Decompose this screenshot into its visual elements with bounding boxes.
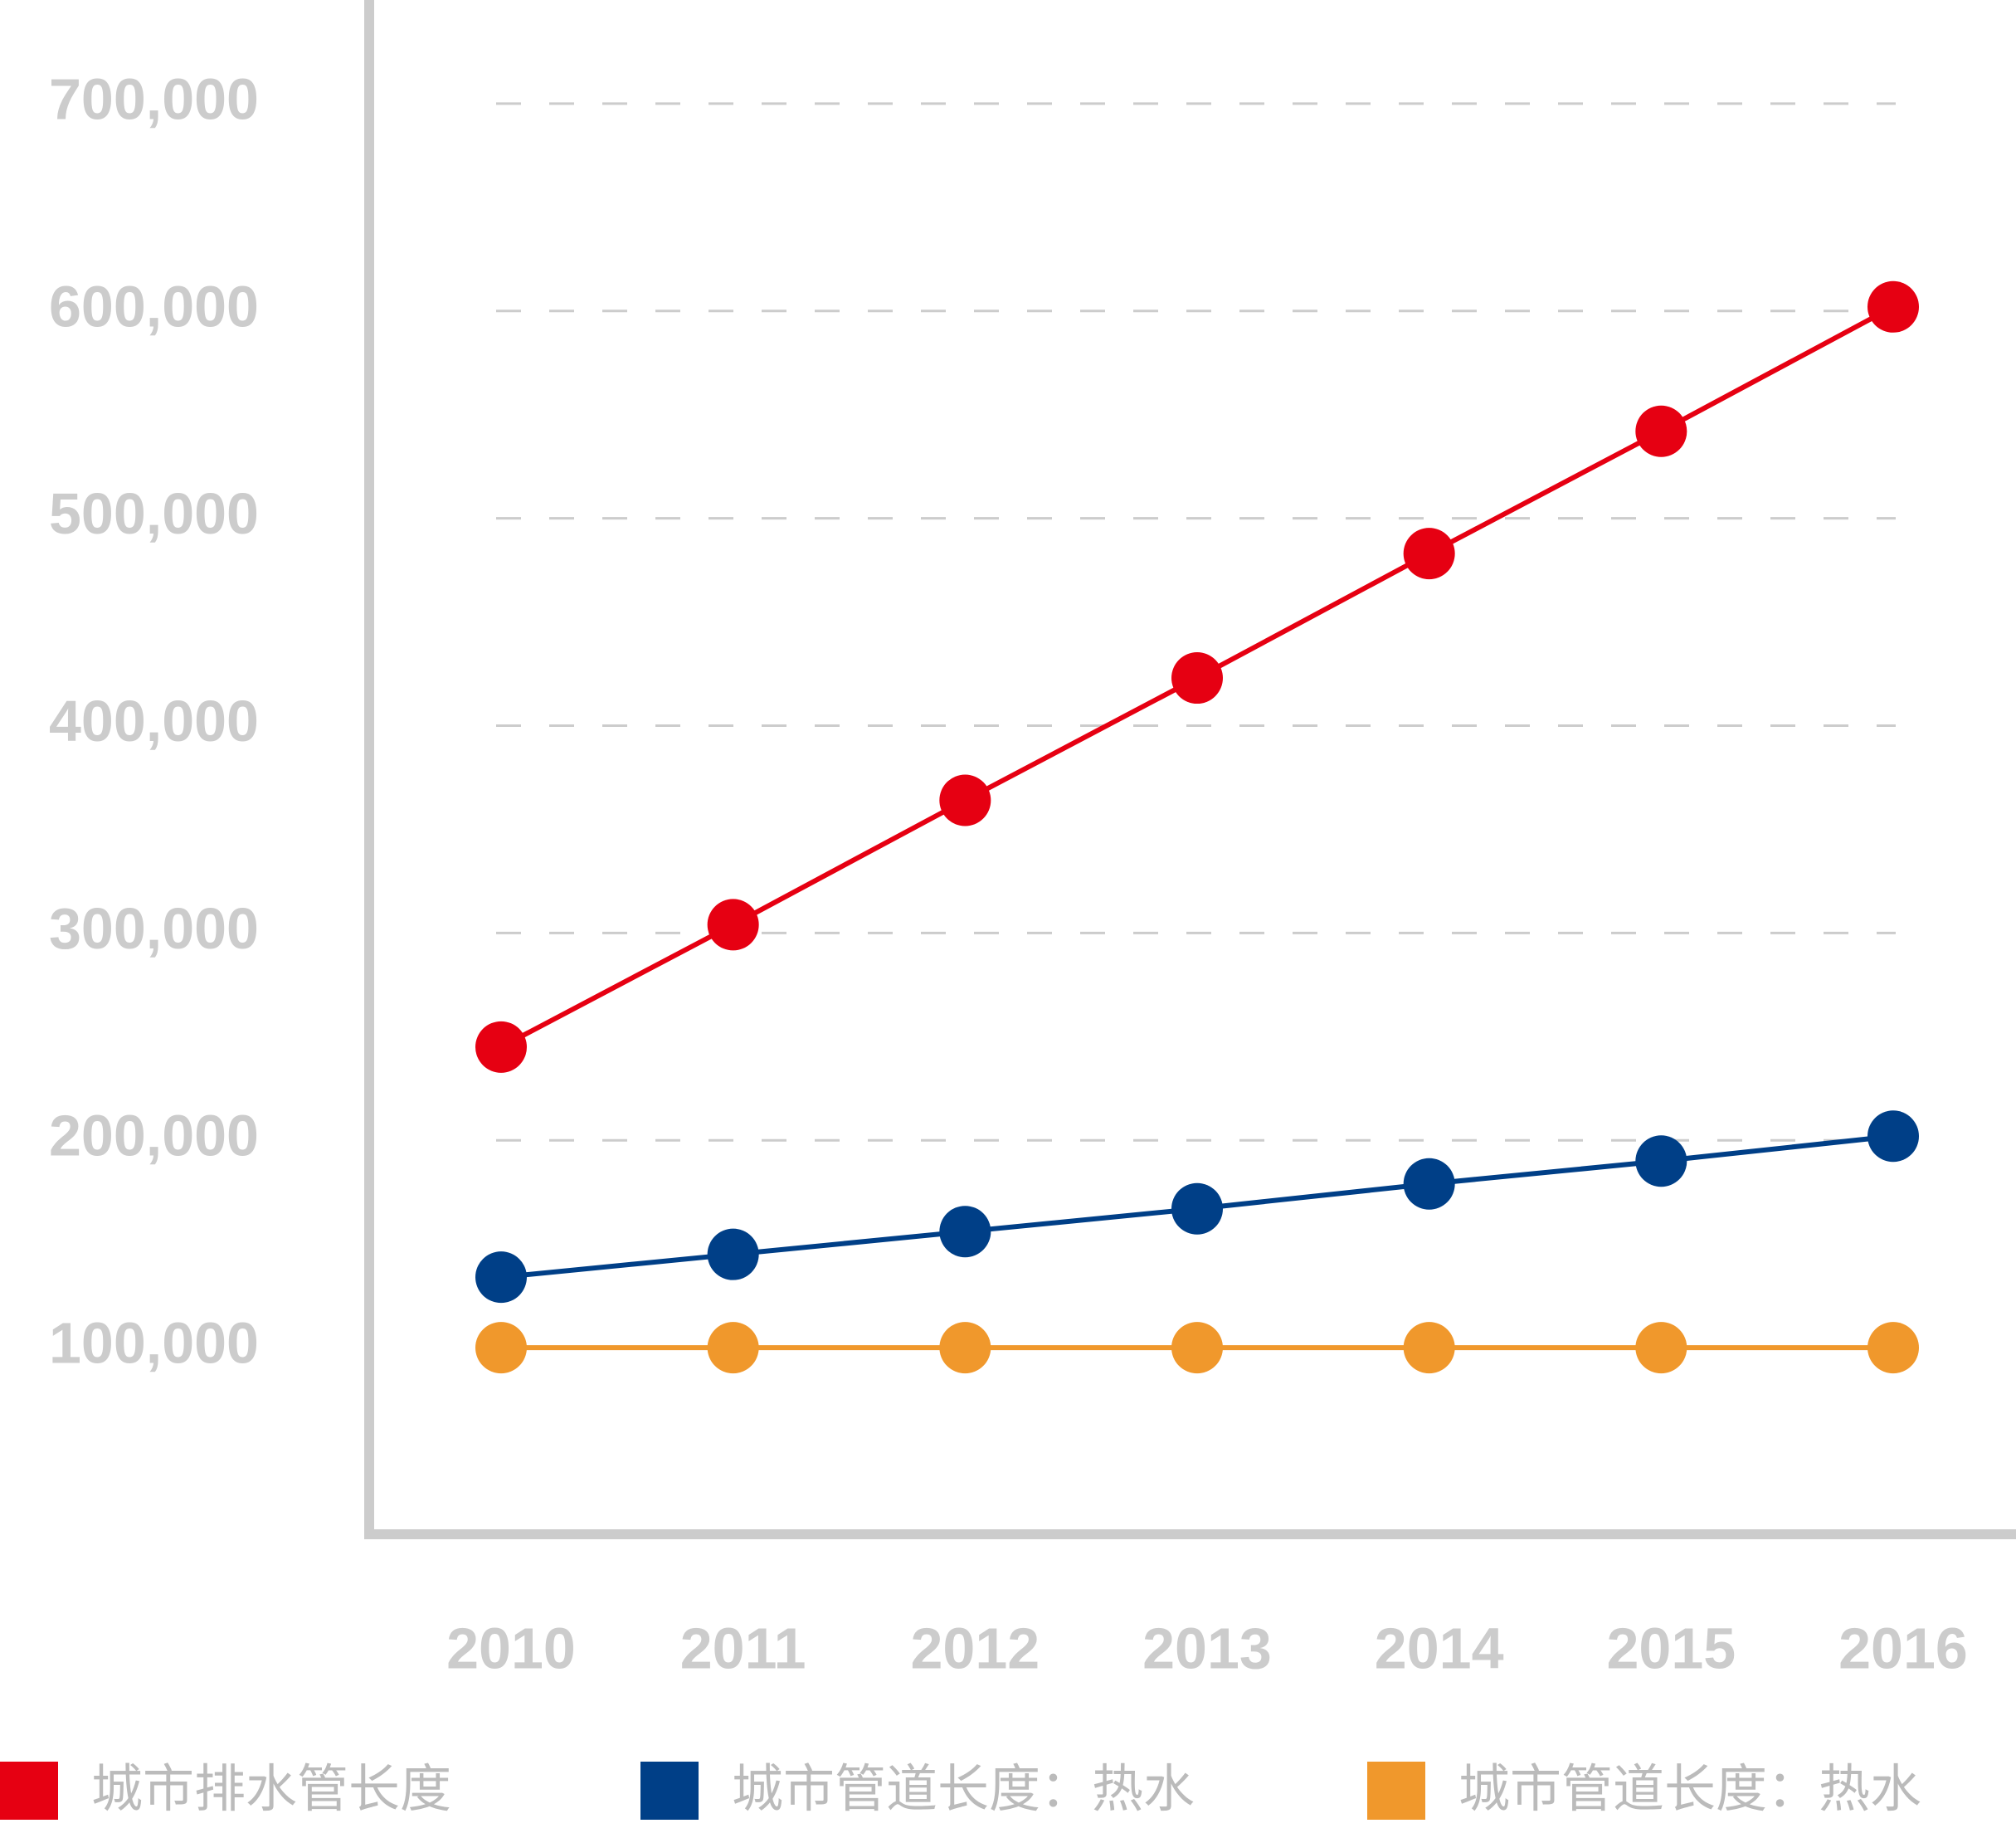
- axis: [364, 0, 2016, 1539]
- point: [475, 1021, 527, 1073]
- y-tick-label: 400,000: [49, 689, 259, 753]
- point: [1867, 1322, 1919, 1374]
- y-tick-label: 100,000: [49, 1311, 259, 1376]
- point: [475, 1322, 527, 1374]
- point: [939, 1206, 991, 1258]
- y-tick-label: 300,000: [49, 896, 259, 961]
- point: [707, 1228, 759, 1280]
- point: [1635, 405, 1687, 457]
- x-tick-label: 2013: [1142, 1616, 1272, 1680]
- point: [707, 1322, 759, 1374]
- point: [1635, 1135, 1687, 1187]
- legend-swatch: [1367, 1762, 1425, 1820]
- point: [707, 899, 759, 951]
- legend-label: 城市管道长度：热水: [732, 1758, 1195, 1819]
- legend-swatch: [640, 1762, 699, 1820]
- point: [1403, 528, 1455, 580]
- y-tick-label: 200,000: [49, 1104, 259, 1168]
- legend-label: 城市管道长度：热水: [1458, 1758, 1921, 1819]
- x-tick-label: 2016: [1838, 1616, 1968, 1680]
- y-tick-label: 500,000: [49, 481, 259, 546]
- point: [1171, 652, 1223, 704]
- legend-label: 城市排水管长度: [91, 1758, 451, 1819]
- x-tick-label: 2014: [1375, 1616, 1504, 1680]
- point: [1867, 1110, 1919, 1163]
- point: [475, 1251, 527, 1304]
- point: [1171, 1322, 1223, 1374]
- x-tick-label: 2011: [680, 1616, 806, 1680]
- x-tick-label: 2015: [1606, 1616, 1736, 1680]
- y-tick-label: 700,000: [49, 66, 259, 131]
- point: [939, 774, 991, 826]
- y-tick-label: 600,000: [49, 274, 259, 339]
- x-tick-label: 2012: [910, 1616, 1040, 1680]
- legend-swatch: [0, 1762, 58, 1820]
- point: [1635, 1322, 1687, 1374]
- x-tick-label: 2010: [446, 1616, 576, 1680]
- point: [939, 1322, 991, 1374]
- point: [1403, 1322, 1455, 1374]
- point: [1403, 1158, 1455, 1210]
- point: [1171, 1182, 1223, 1235]
- point: [1867, 280, 1919, 333]
